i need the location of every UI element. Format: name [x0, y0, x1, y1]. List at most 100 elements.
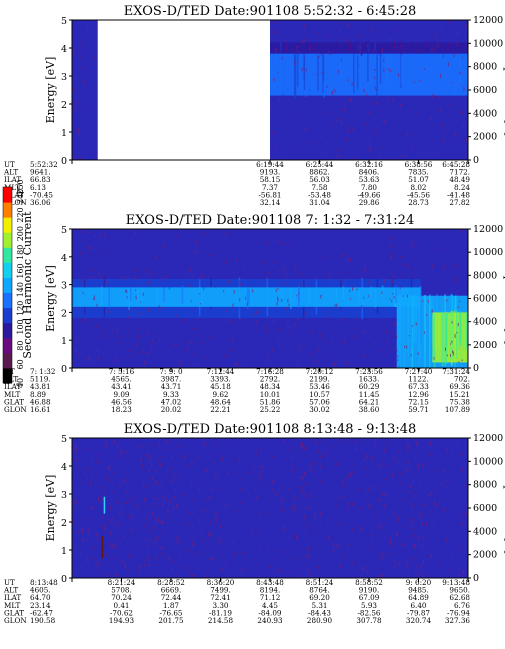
noise-speck [224, 504, 226, 509]
noise-speck [217, 442, 219, 445]
noise-speck [383, 279, 385, 283]
noise-speck [187, 548, 189, 551]
noise-speck [432, 94, 434, 97]
noise-speck [91, 459, 93, 463]
noise-speck [95, 325, 97, 329]
noise-speck [156, 543, 158, 545]
noise-speck [199, 487, 201, 491]
noise-speck [340, 150, 342, 152]
noise-speck [390, 254, 392, 258]
noise-speck [84, 318, 86, 322]
noise-speck [241, 522, 243, 525]
noise-speck [82, 49, 84, 52]
noise-speck [364, 489, 366, 493]
band-texture [290, 289, 292, 310]
noise-speck [155, 520, 157, 524]
noise-speck [431, 47, 433, 52]
noise-speck [347, 259, 349, 263]
noise-speck [353, 158, 355, 160]
noise-speck [140, 458, 142, 462]
ephemeris-value: 9193. [260, 168, 281, 177]
noise-speck [282, 508, 284, 512]
noise-speck [396, 532, 398, 537]
noise-speck [465, 522, 467, 524]
noise-speck [92, 143, 94, 145]
noise-speck [356, 365, 358, 367]
noise-speck [247, 471, 249, 474]
noise-speck [374, 131, 376, 135]
ephemeris-value: 5.93 [361, 601, 377, 610]
noise-speck [392, 292, 394, 295]
noise-speck [251, 532, 253, 536]
noise-speck [398, 73, 400, 77]
noise-speck [300, 526, 302, 528]
band-texture [466, 313, 468, 348]
noise-speck [312, 532, 314, 535]
noise-speck [97, 460, 99, 464]
noise-speck [185, 251, 187, 253]
noise-speck [233, 552, 235, 556]
ephemeris-value: 4605. [30, 586, 51, 595]
noise-speck [81, 41, 83, 44]
ephemeris-value: 47.02 [161, 397, 182, 406]
noise-speck [202, 438, 204, 442]
noise-speck [321, 53, 323, 57]
noise-speck [379, 523, 381, 525]
noise-speck [299, 347, 301, 350]
noise-speck [332, 445, 334, 447]
noise-speck [332, 516, 334, 519]
ephemeris-row-label: MLT [4, 183, 21, 192]
ephemeris-value: 16.61 [30, 405, 51, 414]
noise-speck [142, 464, 144, 468]
noise-speck [276, 558, 278, 560]
noise-speck [90, 113, 92, 116]
noise-speck [318, 55, 320, 58]
noise-speck [245, 489, 247, 491]
ephemeris-value: -84.09 [258, 608, 281, 617]
noise-speck [122, 535, 124, 540]
noise-speck [300, 444, 302, 448]
noise-speck [378, 554, 380, 557]
noise-speck [73, 571, 75, 574]
colorbar-tick-label: 200 [16, 226, 25, 241]
noise-speck [340, 272, 342, 274]
noise-speck [247, 507, 249, 509]
noise-speck [77, 351, 79, 355]
noise-speck [72, 520, 74, 523]
noise-speck [365, 265, 367, 268]
noise-speck [241, 478, 243, 482]
noise-speck [280, 494, 282, 498]
noise-speck [157, 518, 159, 523]
noise-speck [397, 519, 399, 523]
noise-speck [315, 441, 317, 445]
band-texture [418, 295, 420, 366]
ephemeris-value: 2792. [260, 375, 281, 384]
ephemeris-value: 7172. [449, 168, 470, 177]
noise-speck [172, 505, 174, 510]
noise-speck [316, 542, 318, 545]
noise-speck [224, 480, 226, 482]
noise-speck [448, 20, 450, 23]
noise-speck [395, 47, 397, 49]
noise-speck [225, 319, 227, 322]
noise-speck [382, 48, 384, 53]
noise-speck [226, 354, 228, 358]
noise-speck [349, 98, 351, 102]
noise-speck [103, 539, 105, 542]
y2-tick-label: 12000 [473, 15, 503, 26]
ephemeris-value: 6:38:56 [405, 160, 433, 169]
colorbar-frame [2, 186, 13, 384]
noise-speck [301, 67, 303, 72]
band-texture [403, 52, 405, 90]
noise-speck [184, 492, 186, 496]
noise-speck [238, 458, 240, 462]
noise-speck [113, 525, 115, 527]
noise-speck [462, 230, 464, 232]
noise-speck [144, 360, 146, 365]
noise-speck [256, 496, 258, 501]
noise-speck [255, 451, 257, 455]
ephemeris-value: 69.36 [449, 382, 470, 391]
noise-speck [298, 293, 300, 295]
noise-speck [384, 493, 386, 496]
noise-speck [422, 547, 424, 550]
